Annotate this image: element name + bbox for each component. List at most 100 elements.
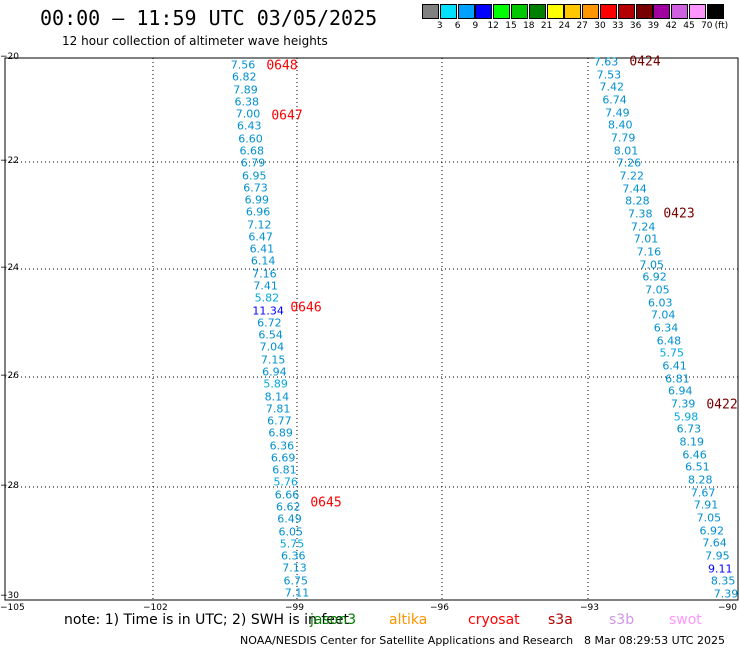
wave-height-value: 6.96 <box>245 205 271 219</box>
wave-height-value: 7.24 <box>630 220 656 234</box>
wave-height-value: 7.53 <box>596 68 622 82</box>
pass-time-label: 0424 <box>629 54 661 70</box>
color-scale-label: 30 <box>594 21 606 31</box>
color-scale-label: 21 <box>540 21 553 31</box>
wave-height-value: 7.04 <box>259 340 285 354</box>
color-scale-unit: (ft) <box>714 21 729 31</box>
wave-height-value: 7.01 <box>633 232 659 246</box>
wave-height-value: 6.41 <box>662 359 687 373</box>
wave-height-value: 7.22 <box>619 169 644 183</box>
color-scale-swatch <box>439 4 457 19</box>
pass-time-label: 0422 <box>706 397 738 413</box>
color-scale-swatch <box>689 4 706 19</box>
wave-height-value: 7.05 <box>639 258 664 272</box>
page-subtitle: 12 hour collection of altimeter wave hei… <box>62 34 328 48</box>
color-scale-swatch <box>493 4 511 19</box>
satellite-legend-jason3: jason3 <box>310 612 357 628</box>
wave-height-value: 5.82 <box>254 291 280 305</box>
latitude-tick-label: −24 <box>0 263 19 273</box>
color-scale-label: 70 <box>701 21 713 31</box>
color-scale-label: 27 <box>576 21 588 31</box>
wave-height-value: 7.56 <box>230 58 256 72</box>
wave-height-value: 6.66 <box>274 488 300 502</box>
latitude-tick-label: −26 <box>0 371 19 381</box>
map-frame <box>4 57 739 601</box>
wave-height-value: 7.11 <box>284 586 310 600</box>
wave-height-value: 6.51 <box>685 460 710 474</box>
longitude-tick-label: −102 <box>143 603 168 613</box>
wave-height-value: 11.34 <box>252 304 284 318</box>
satellite-legend-s3a: s3a <box>548 612 573 628</box>
color-scale-swatch <box>635 4 653 19</box>
wave-height-value: 6.73 <box>243 181 268 195</box>
wave-height-value: 6.92 <box>699 524 724 538</box>
wave-height-value: 7.49 <box>605 106 630 120</box>
color-scale-label: 42 <box>665 21 677 31</box>
wave-height-value: 6.81 <box>665 372 690 386</box>
wave-height-value: 6.38 <box>234 95 260 109</box>
color-scale-label: 3 <box>436 21 443 31</box>
wave-height-value: 8.01 <box>613 144 639 158</box>
wave-height-value: 7.16 <box>636 245 662 259</box>
latitude-tick-label: −28 <box>0 481 19 491</box>
wave-height-value: 7.95 <box>705 549 730 563</box>
color-scale-swatch <box>457 4 475 19</box>
wave-height-value: 6.47 <box>248 230 273 244</box>
wave-height-value: 8.19 <box>679 435 704 449</box>
color-scale-label: 12 <box>487 21 499 31</box>
color-scale-swatch <box>617 4 635 19</box>
color-scale-swatch <box>546 4 564 19</box>
wave-height-value: 5.98 <box>673 410 699 424</box>
wave-height-value: 6.95 <box>242 169 267 182</box>
wave-height-value: 7.05 <box>645 283 670 297</box>
pass-time-label: 0645 <box>310 495 342 511</box>
page-title: 00:00 — 11:59 UTC 03/05/2025 <box>40 6 378 30</box>
wave-height-value: 7.39 <box>713 587 739 601</box>
wave-height-value: 6.69 <box>270 451 296 465</box>
longitude-tick-label: −105 <box>0 603 25 613</box>
color-scale-label: 45 <box>683 21 695 31</box>
wave-height-value: 6.81 <box>272 463 297 477</box>
wave-height-value: 5.75 <box>279 537 305 551</box>
color-scale-label: 9 <box>472 21 479 31</box>
wave-height-value: 6.34 <box>653 321 679 335</box>
color-scale-swatch <box>422 4 439 19</box>
wave-height-value: 7.16 <box>252 267 277 281</box>
wave-height-value: 7.13 <box>282 561 307 575</box>
wave-height-value: 7.64 <box>702 536 727 550</box>
wave-height-value: 6.79 <box>240 156 266 170</box>
color-scale-label: 18 <box>523 21 535 31</box>
pass-time-label: 0648 <box>266 58 298 74</box>
wave-height-value: 7.12 <box>247 218 272 232</box>
wave-height-value: 8.14 <box>264 390 290 404</box>
color-scale-swatch <box>564 4 582 19</box>
wave-height-value: 6.41 <box>249 242 275 256</box>
wave-height-value: 8.28 <box>688 473 713 487</box>
wave-height-value: 6.36 <box>269 439 295 453</box>
wave-height-value: 5.89 <box>263 377 288 391</box>
wave-height-value: 8.28 <box>625 194 650 208</box>
wave-height-value: 7.44 <box>622 182 647 196</box>
pass-time-label: 0647 <box>271 108 303 124</box>
wave-height-value: 6.49 <box>277 512 302 526</box>
wave-height-value: 6.14 <box>250 254 276 268</box>
wave-height-value: 6.73 <box>676 422 702 436</box>
color-scale-label: 15 <box>505 21 517 31</box>
color-scale-swatch <box>528 4 546 19</box>
satellite-legend-s3b: s3b <box>609 612 635 628</box>
satellite-legend-altika: altika <box>389 612 428 628</box>
wave-height-value: 7.81 <box>265 402 291 416</box>
wave-height-value: 5.76 <box>273 475 298 489</box>
wave-height-value: 6.74 <box>602 93 627 107</box>
satellite-legend-swot: swot <box>669 612 702 628</box>
wave-height-value: 7.39 <box>670 397 696 411</box>
wave-height-value: 7.63 <box>593 55 619 69</box>
wave-height-value: 6.48 <box>656 334 682 348</box>
wave-height-value: 7.04 <box>650 308 676 322</box>
wave-height-value: 7.05 <box>696 511 722 525</box>
color-scale-swatch <box>582 4 600 19</box>
satellite-legend-cryosat: cryosat <box>468 612 520 628</box>
footer-note: note: 1) Time is in UTC; 2) SWH is in fe… <box>64 612 350 628</box>
color-scale-label: 36 <box>629 21 642 31</box>
